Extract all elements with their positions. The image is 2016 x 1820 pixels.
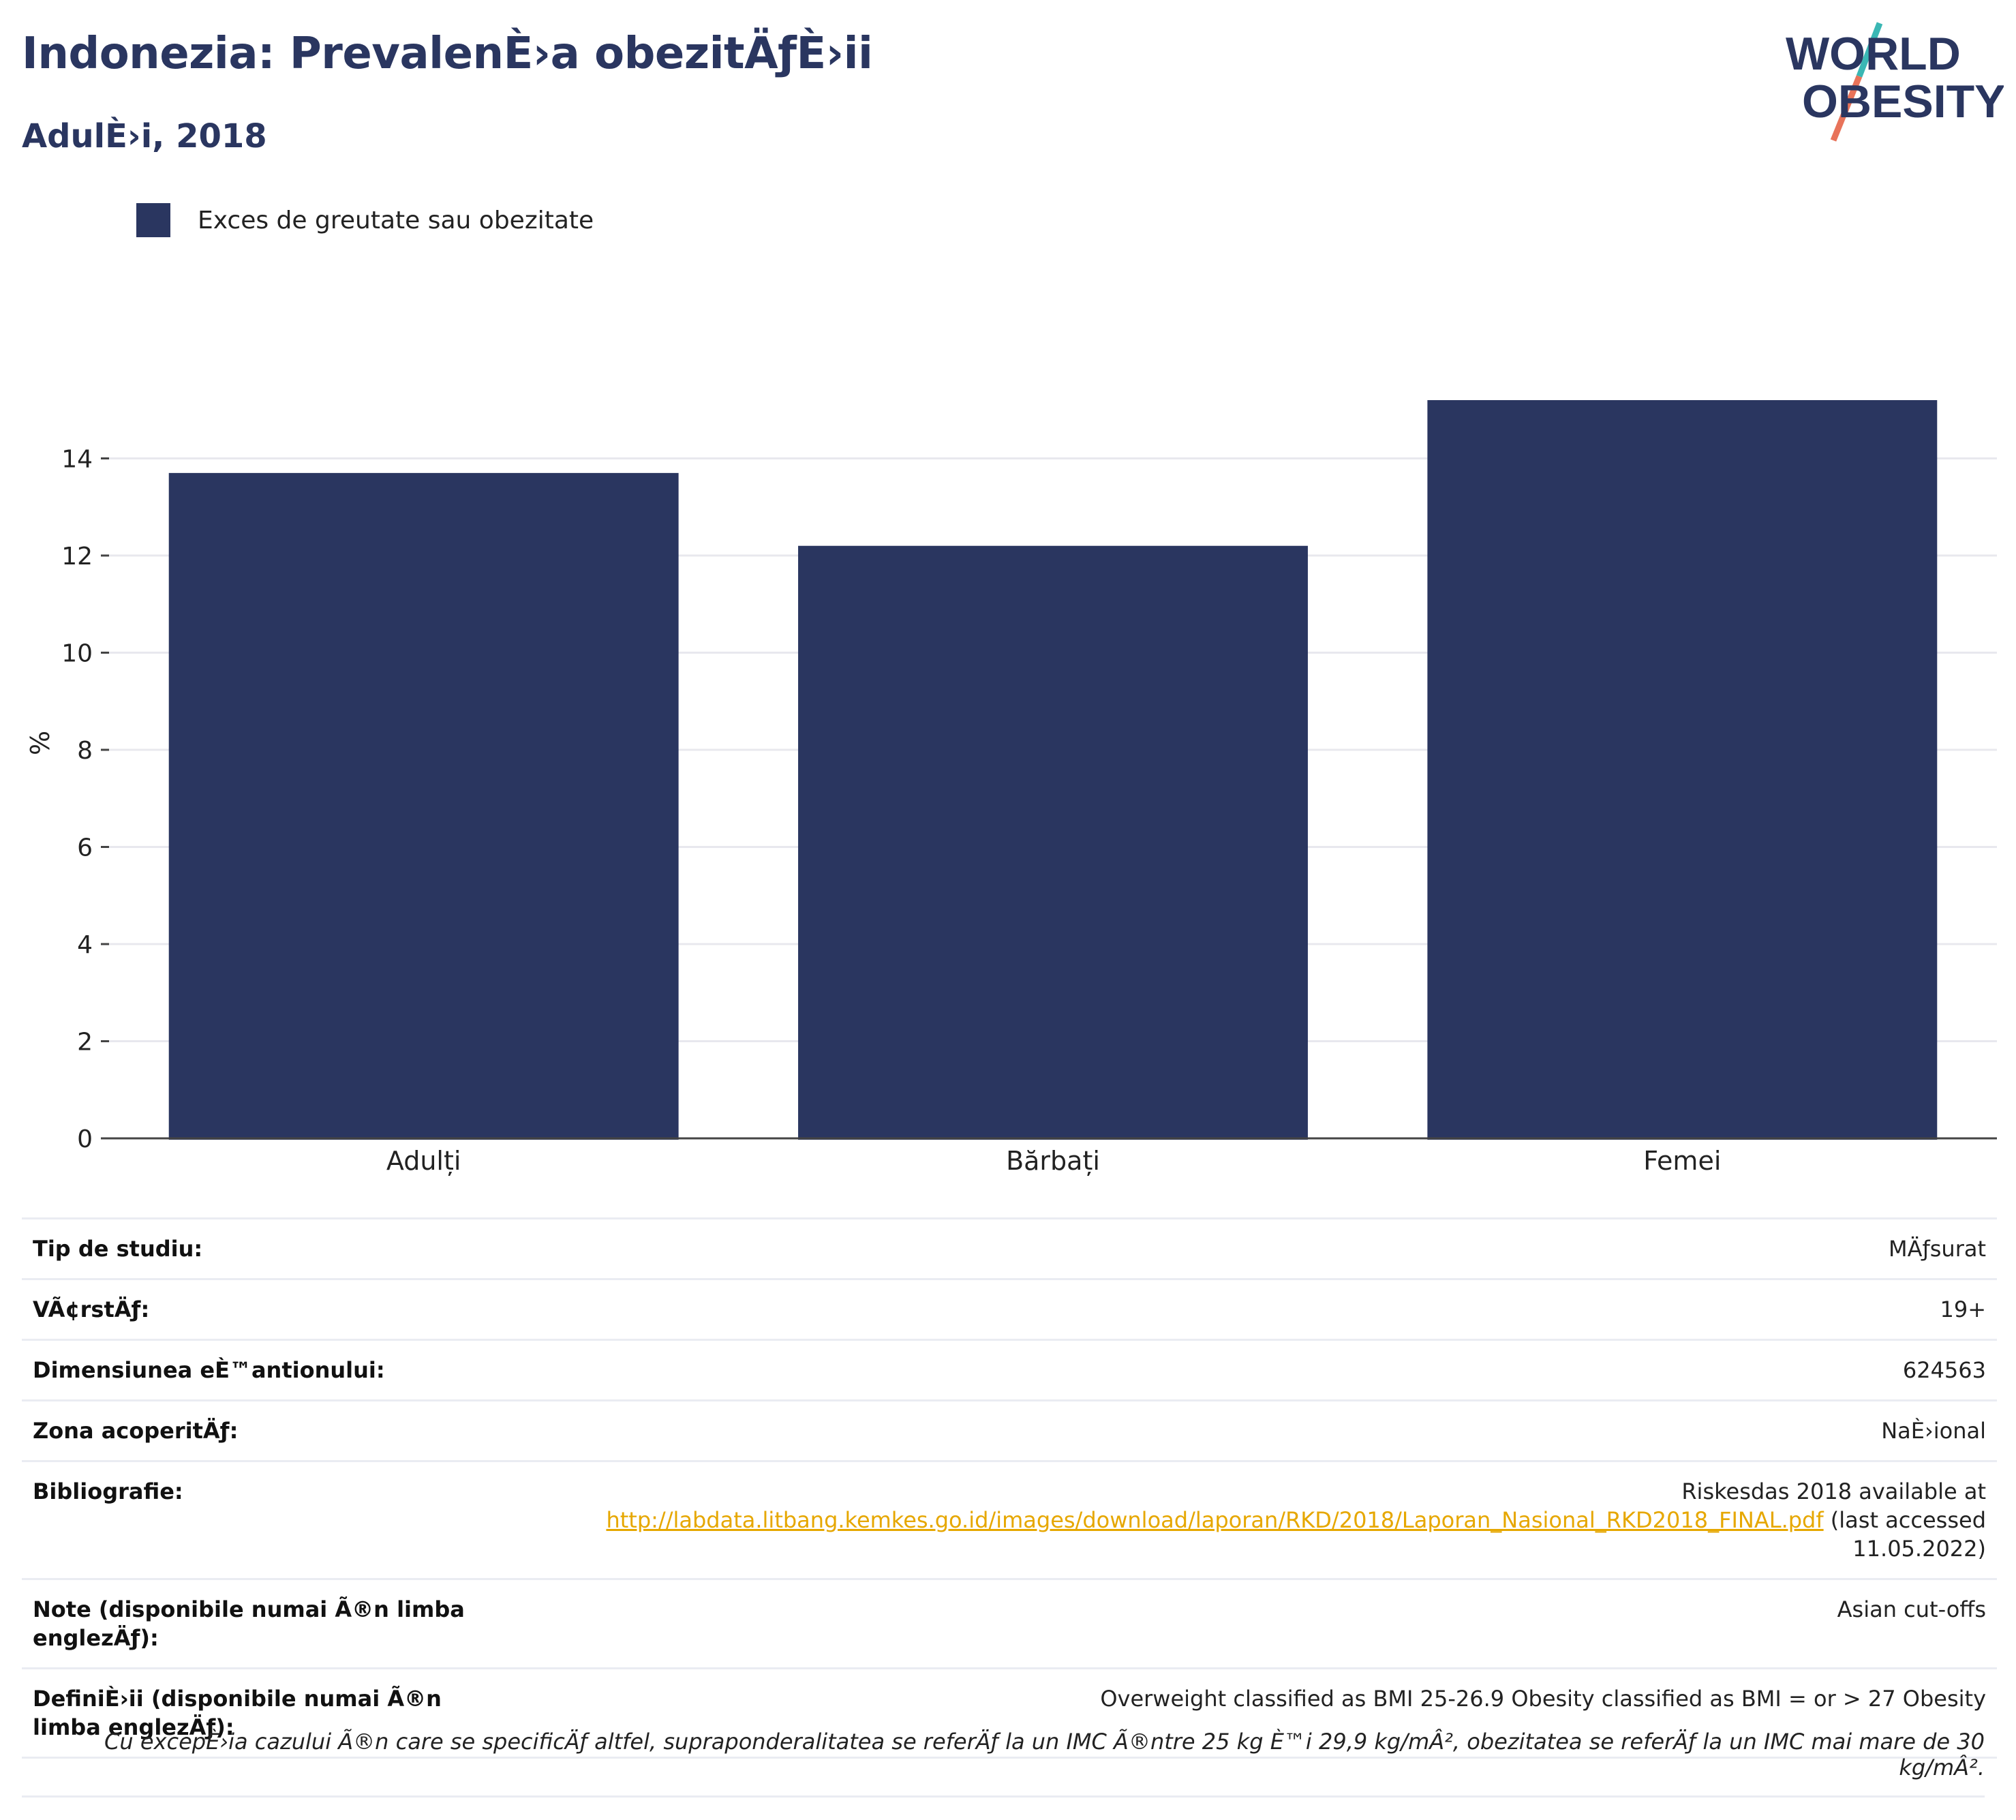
info-key: Bibliografie:	[22, 1460, 521, 1579]
y-tick-label: 12	[61, 543, 93, 571]
bibliography-suffix: (last accessed 11.05.2022)	[1830, 1507, 1986, 1562]
bar-3	[1427, 400, 1938, 1140]
y-tick-label: 0	[77, 1125, 93, 1153]
y-axis-label: %	[25, 731, 55, 755]
legend-swatch	[136, 203, 170, 237]
info-row-sample-size: Dimensiunea eÈ™antionului: 624563	[22, 1339, 1997, 1401]
bars	[168, 400, 1938, 1140]
page-subtitle: AdulÈ›i, 2018	[22, 117, 267, 155]
y-tick-label: 4	[77, 931, 93, 959]
bar-chart: 0 2 4 6 8 10 12 14 Adulți Bărbați Femei %	[25, 400, 1997, 1176]
y-tick-label: 14	[61, 446, 93, 474]
info-value: 624563	[521, 1339, 1997, 1401]
info-row-area: Zona acoperitÄƒ: NaÈ›ional	[22, 1399, 1997, 1461]
y-tick-label: 2	[77, 1029, 93, 1057]
logo-slash-bottom	[1830, 75, 1863, 142]
legend-label: Exces de greutate sau obezitate	[198, 206, 594, 234]
info-row-age: VÃ¢rstÄƒ: 19+	[22, 1278, 1997, 1340]
info-row-bibliography: Bibliografie: Riskesdas 2018 available a…	[22, 1460, 1997, 1579]
info-value: MÄƒsurat	[521, 1217, 1997, 1279]
info-value: Asian cut-offs	[521, 1578, 1997, 1669]
footnote: Cu excepÈ›ia cazului Ã®n care se specifi…	[22, 1729, 1985, 1798]
y-tick-label: 10	[61, 640, 93, 668]
bar-2	[798, 545, 1308, 1140]
info-row-notes: Note (disponibile numai Ã®n limba englez…	[22, 1578, 1997, 1669]
info-key: Tip de studiu:	[22, 1217, 521, 1279]
y-tick-label: 6	[77, 834, 93, 862]
bar-1	[168, 472, 679, 1140]
info-value: 19+	[521, 1278, 1997, 1340]
axes: 0 2 4 6 8 10 12 14 Adulți Bărbați Femei	[61, 446, 1997, 1176]
bibliography-link[interactable]: http://labdata.litbang.kemkes.go.id/imag…	[606, 1507, 1824, 1533]
info-key: Dimensiunea eÈ™antionului:	[22, 1339, 521, 1401]
page-title: Indonezia: PrevalenÈ›a obezitÄƒÈ›ii	[22, 29, 873, 79]
info-value: Overweight classified as BMI 25-26.9 Obe…	[521, 1667, 1997, 1759]
info-key: DefiniÈ›ii (disponibile numai Ã®n limba …	[22, 1667, 521, 1759]
x-tick-label: Femei	[1643, 1146, 1721, 1176]
info-key: VÃ¢rstÄƒ:	[22, 1278, 521, 1340]
info-row-definitions: DefiniÈ›ii (disponibile numai Ã®n limba …	[22, 1667, 1997, 1759]
info-row-study-type: Tip de studiu: MÄƒsurat	[22, 1217, 1997, 1279]
chart-legend: Exces de greutate sau obezitate	[136, 203, 594, 237]
logo-text-obesity: OBESITY	[1802, 76, 2004, 127]
study-info-table: Tip de studiu: MÄƒsurat VÃ¢rstÄƒ: 19+ Di…	[22, 1217, 1997, 1759]
info-value: Riskesdas 2018 available at http://labda…	[521, 1460, 1997, 1579]
logo-slash-top	[1856, 22, 1883, 78]
world-obesity-logo: WORLD OBESITY	[1786, 22, 2004, 142]
logo-text-world: WORLD	[1786, 28, 1961, 80]
x-tick-label: Adulți	[386, 1146, 461, 1176]
info-value: NaÈ›ional	[521, 1399, 1997, 1461]
info-key: Zona acoperitÄƒ:	[22, 1399, 521, 1461]
info-key: Note (disponibile numai Ã®n limba englez…	[22, 1578, 521, 1669]
y-tick-label: 8	[77, 737, 93, 765]
x-tick-label: Bărbați	[1006, 1146, 1100, 1176]
bibliography-prefix: Riskesdas 2018 available at	[1681, 1478, 1986, 1504]
